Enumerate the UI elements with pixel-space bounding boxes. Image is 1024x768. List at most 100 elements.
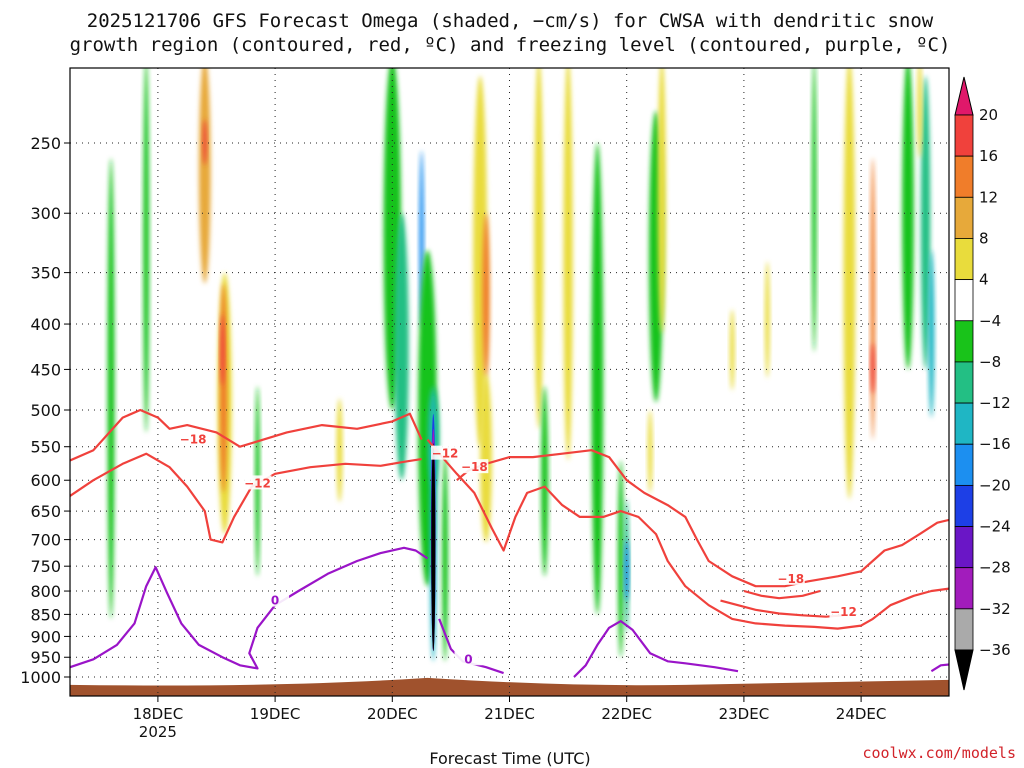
ytick-label-250: 250 <box>30 134 61 153</box>
dgz-contour-1 <box>70 452 422 544</box>
omega-cell-38 <box>902 68 914 370</box>
colorbar-label-5: −4 <box>979 312 1001 330</box>
pressure-axis: 250 300 350 400 450 500 550 600 650 700 750 800 850 9… <box>20 134 70 687</box>
colorbar-band-6 <box>954 361 974 404</box>
ytick-label-400: 400 <box>30 315 61 334</box>
ytick-label-900: 900 <box>30 627 61 646</box>
dgz-label-bg-1 <box>243 475 272 490</box>
ytick-label-950: 950 <box>30 648 61 667</box>
omega-cell-24 <box>563 68 573 461</box>
ytick-label-450: 450 <box>30 360 61 379</box>
colorbar-band-5 <box>954 320 974 363</box>
dgz-contour-3 <box>426 438 949 630</box>
omega-cell-36 <box>870 158 876 440</box>
colorbar-band-4 <box>954 279 974 322</box>
ytick-label-600: 600 <box>30 471 61 490</box>
omega-cell-8 <box>336 398 343 503</box>
xtick-sublabel-18: 2025 <box>139 723 177 741</box>
ytick-label-650: 650 <box>30 502 61 521</box>
dgz-label-bg-4 <box>776 570 805 585</box>
xtick-label-19: 19DEC <box>250 705 301 723</box>
omega-cell-31 <box>647 410 653 493</box>
freezing-contour-2 <box>573 620 739 678</box>
ytick-label-700: 700 <box>30 531 61 550</box>
omega-cell-10 <box>394 213 409 481</box>
dgz-label-0: −18 <box>180 433 207 447</box>
omega-cell-5 <box>220 283 228 493</box>
xtick-label-18: 18DEC <box>133 705 184 723</box>
colorbar-band-12 <box>954 608 974 651</box>
colorbar-top-arrow <box>954 76 974 116</box>
omega-cell-32 <box>729 309 735 391</box>
omega-cell-28 <box>624 539 629 601</box>
omega-cell-22 <box>534 68 544 429</box>
chart-title-line2: growth region (contoured, red, ºC) and f… <box>70 34 951 56</box>
colorbar-label-9: −20 <box>979 476 1011 494</box>
xtick-label-23: 23DEC <box>719 705 770 723</box>
colorbar-label-6: −8 <box>979 353 1001 371</box>
colorbar-label-8: −16 <box>979 435 1011 453</box>
ytick-label-800: 800 <box>30 582 61 601</box>
freezing-contour-0 <box>70 546 429 670</box>
omega-cell-0 <box>107 158 115 619</box>
colorbar-band-3 <box>954 238 974 281</box>
dgz-contour-4 <box>743 589 821 600</box>
colorbar-label-12: −32 <box>979 600 1011 618</box>
freezing-label-0: 0 <box>271 594 279 608</box>
omega-cell-34 <box>811 68 817 352</box>
omega-cell-26 <box>617 460 624 658</box>
omega-cell-37 <box>870 342 875 395</box>
freezing-contour-3 <box>930 663 949 673</box>
freezing-label-bg-0 <box>261 592 290 607</box>
colorbar-label-13: −36 <box>979 641 1011 659</box>
colorbar-band-8 <box>954 443 974 486</box>
x-axis-label: Forecast Time (UTC) <box>429 749 590 768</box>
omega-cell-23 <box>541 386 549 577</box>
contour-lines <box>70 408 949 678</box>
colorbar-band-9 <box>954 484 974 527</box>
colorbar-label-10: −24 <box>979 518 1011 536</box>
dgz-label-5: −12 <box>830 605 857 619</box>
ytick-label-550: 550 <box>30 438 61 457</box>
colorbar-label-1: 16 <box>979 147 998 165</box>
colorbar-label-7: −12 <box>979 394 1011 412</box>
xtick-label-22: 22DEC <box>601 705 652 723</box>
dgz-label-bg-0 <box>179 431 208 446</box>
dgz-label-3: −12 <box>432 447 459 461</box>
dgz-contour-0 <box>70 408 423 462</box>
ytick-label-300: 300 <box>30 204 61 223</box>
omega-cell-6 <box>220 314 225 387</box>
dgz-label-1: −12 <box>244 476 271 490</box>
omega-cell-1 <box>143 68 150 433</box>
colorbar-band-0 <box>954 114 974 157</box>
site-credit: coolwx.com/models <box>862 744 1016 762</box>
xtick-label-21: 21DEC <box>484 705 535 723</box>
xtick-label-24: 24DEC <box>836 705 887 723</box>
freezing-label-1: 0 <box>464 652 472 666</box>
dgz-label-bg-3 <box>431 445 460 460</box>
colorbar-bottom-arrow <box>954 649 974 691</box>
ytick-label-500: 500 <box>30 401 61 420</box>
dgz-label-2: −18 <box>461 460 488 474</box>
colorbar-label-3: 8 <box>979 229 989 247</box>
omega-cell-41 <box>917 68 923 159</box>
xtick-label-20: 20DEC <box>367 705 418 723</box>
omega-cell-3 <box>202 119 207 166</box>
omega-cell-2 <box>198 68 211 284</box>
colorbar-band-2 <box>954 196 974 239</box>
ytick-label-350: 350 <box>30 264 61 283</box>
colorbar-label-11: −28 <box>979 559 1011 577</box>
dgz-contour-5 <box>720 599 844 618</box>
omega-cell-40 <box>928 249 935 418</box>
colorbar-label-2: 12 <box>979 188 998 206</box>
colorbar: 20 16 12 8 4 −4 −8 −12 −16 −20 −24 −28 −32 −36 <box>954 76 1011 691</box>
colorbar-label-0: 20 <box>979 106 998 124</box>
chart-title-line1: 2025121706 GFS Forecast Omega (shaded, −… <box>87 10 934 32</box>
ytick-label-750: 750 <box>30 557 61 576</box>
dgz-label-4: −18 <box>777 572 804 586</box>
colorbar-band-10 <box>954 526 974 569</box>
omega-cell-18 <box>442 453 448 662</box>
